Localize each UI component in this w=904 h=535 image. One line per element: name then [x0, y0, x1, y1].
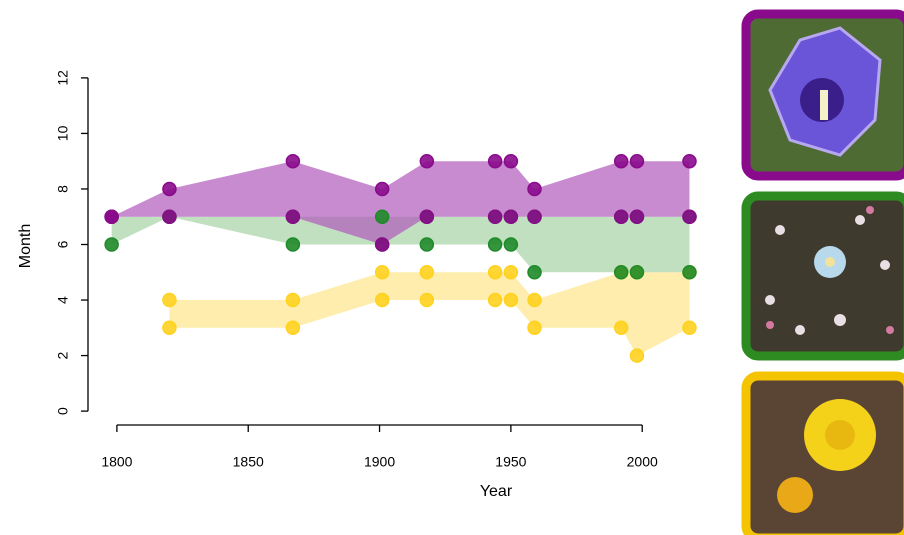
point [374, 265, 390, 280]
point [527, 292, 542, 308]
point [419, 292, 435, 308]
x-tick-label: 1900 [364, 454, 395, 470]
point [629, 348, 645, 363]
x-tick-label: 1950 [495, 454, 526, 470]
point [503, 209, 519, 224]
point [527, 265, 542, 280]
point [374, 292, 390, 308]
y-tick-label: 4 [55, 296, 71, 304]
point [682, 265, 697, 280]
photo-bellflower [741, 9, 904, 181]
x-tick-label: 1800 [101, 454, 132, 470]
point [629, 153, 645, 169]
point [285, 237, 301, 252]
point [162, 209, 177, 224]
y-tick-label: 2 [55, 351, 71, 359]
point [503, 153, 519, 169]
point [285, 209, 301, 224]
point [285, 320, 301, 336]
point [419, 209, 435, 224]
point [162, 181, 177, 197]
point [162, 320, 177, 336]
x-tick-label: 2000 [627, 454, 658, 470]
point [629, 209, 645, 224]
y-tick-label: 12 [55, 70, 71, 86]
point [374, 181, 390, 197]
point [503, 292, 519, 308]
point [419, 265, 435, 280]
point [487, 265, 503, 280]
ribbon [169, 272, 690, 356]
x-tick-label: 1850 [233, 454, 264, 470]
y-tick-label: 6 [55, 240, 71, 248]
point [527, 209, 542, 224]
point [487, 292, 503, 308]
x-axis-label: Year [480, 483, 513, 500]
plot-area: 0 2 4 6 8 10 12 1800 1850 1900 1950 2000 [55, 70, 697, 470]
point [374, 237, 390, 252]
point [487, 153, 503, 169]
y-tick-label: 0 [55, 407, 71, 415]
point [285, 153, 301, 169]
point [682, 320, 697, 336]
photo-white-flower [741, 191, 904, 361]
point [503, 265, 519, 280]
point [104, 209, 119, 224]
point [503, 237, 519, 252]
point [613, 320, 629, 336]
point [104, 237, 119, 252]
point [487, 209, 503, 224]
point [374, 209, 390, 224]
point [162, 292, 177, 308]
point [285, 292, 301, 308]
point [527, 181, 542, 197]
point [613, 209, 629, 224]
point [613, 153, 629, 169]
point [613, 265, 629, 280]
y-tick-label: 8 [55, 185, 71, 193]
point [629, 265, 645, 280]
y-tick-label: 10 [55, 125, 71, 141]
point [419, 237, 435, 252]
point [419, 153, 435, 169]
point [527, 320, 542, 336]
point [487, 237, 503, 252]
ribbon [111, 216, 690, 273]
photo-coltsfoot [741, 371, 904, 535]
y-axis-label: Month [17, 224, 34, 268]
point [682, 153, 697, 169]
point [682, 209, 697, 224]
ribbon [111, 161, 690, 245]
